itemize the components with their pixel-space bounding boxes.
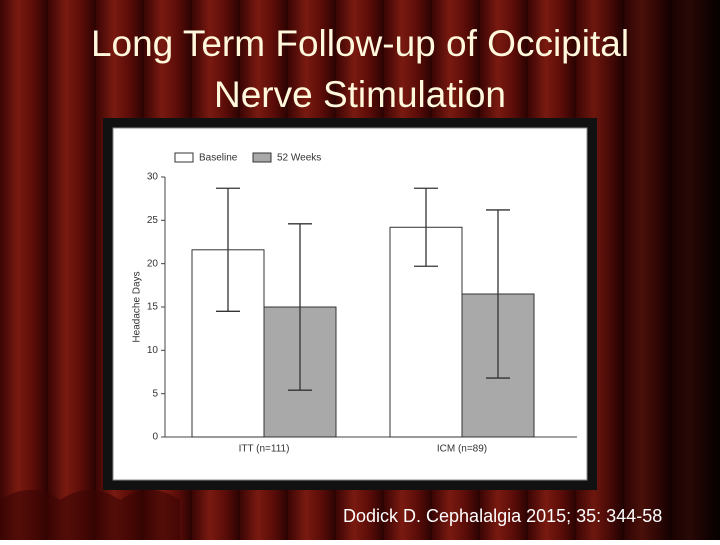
x-tick-label: ICM (n=89) (437, 444, 487, 455)
citation: Dodick D. Cephalalgia 2015; 35: 344-58 (343, 506, 662, 526)
error-bar (486, 209, 510, 379)
y-tick-label: 25 (147, 215, 159, 226)
slide-title: Long Term Follow-up of Occipital Nerve St… (91, 23, 629, 115)
error-bar (414, 187, 438, 267)
legend-label: 52 Weeks (277, 153, 321, 164)
y-tick-label: 5 (152, 388, 158, 399)
y-tick-label: 20 (147, 258, 159, 269)
legend-swatch (174, 152, 194, 163)
y-tick-label: 0 (152, 432, 158, 443)
y-tick-label: 15 (147, 302, 159, 313)
x-tick-label: ITT (n=111) (239, 444, 290, 455)
y-tick-label: 10 (147, 345, 159, 356)
error-bar (288, 223, 312, 391)
curtain-edge (0, 490, 180, 540)
y-tick-label: 30 (147, 172, 159, 183)
error-bar (216, 187, 240, 312)
legend-label: Baseline (199, 153, 238, 164)
legend-swatch (252, 152, 272, 163)
y-axis-label: Headache Days (132, 271, 143, 342)
